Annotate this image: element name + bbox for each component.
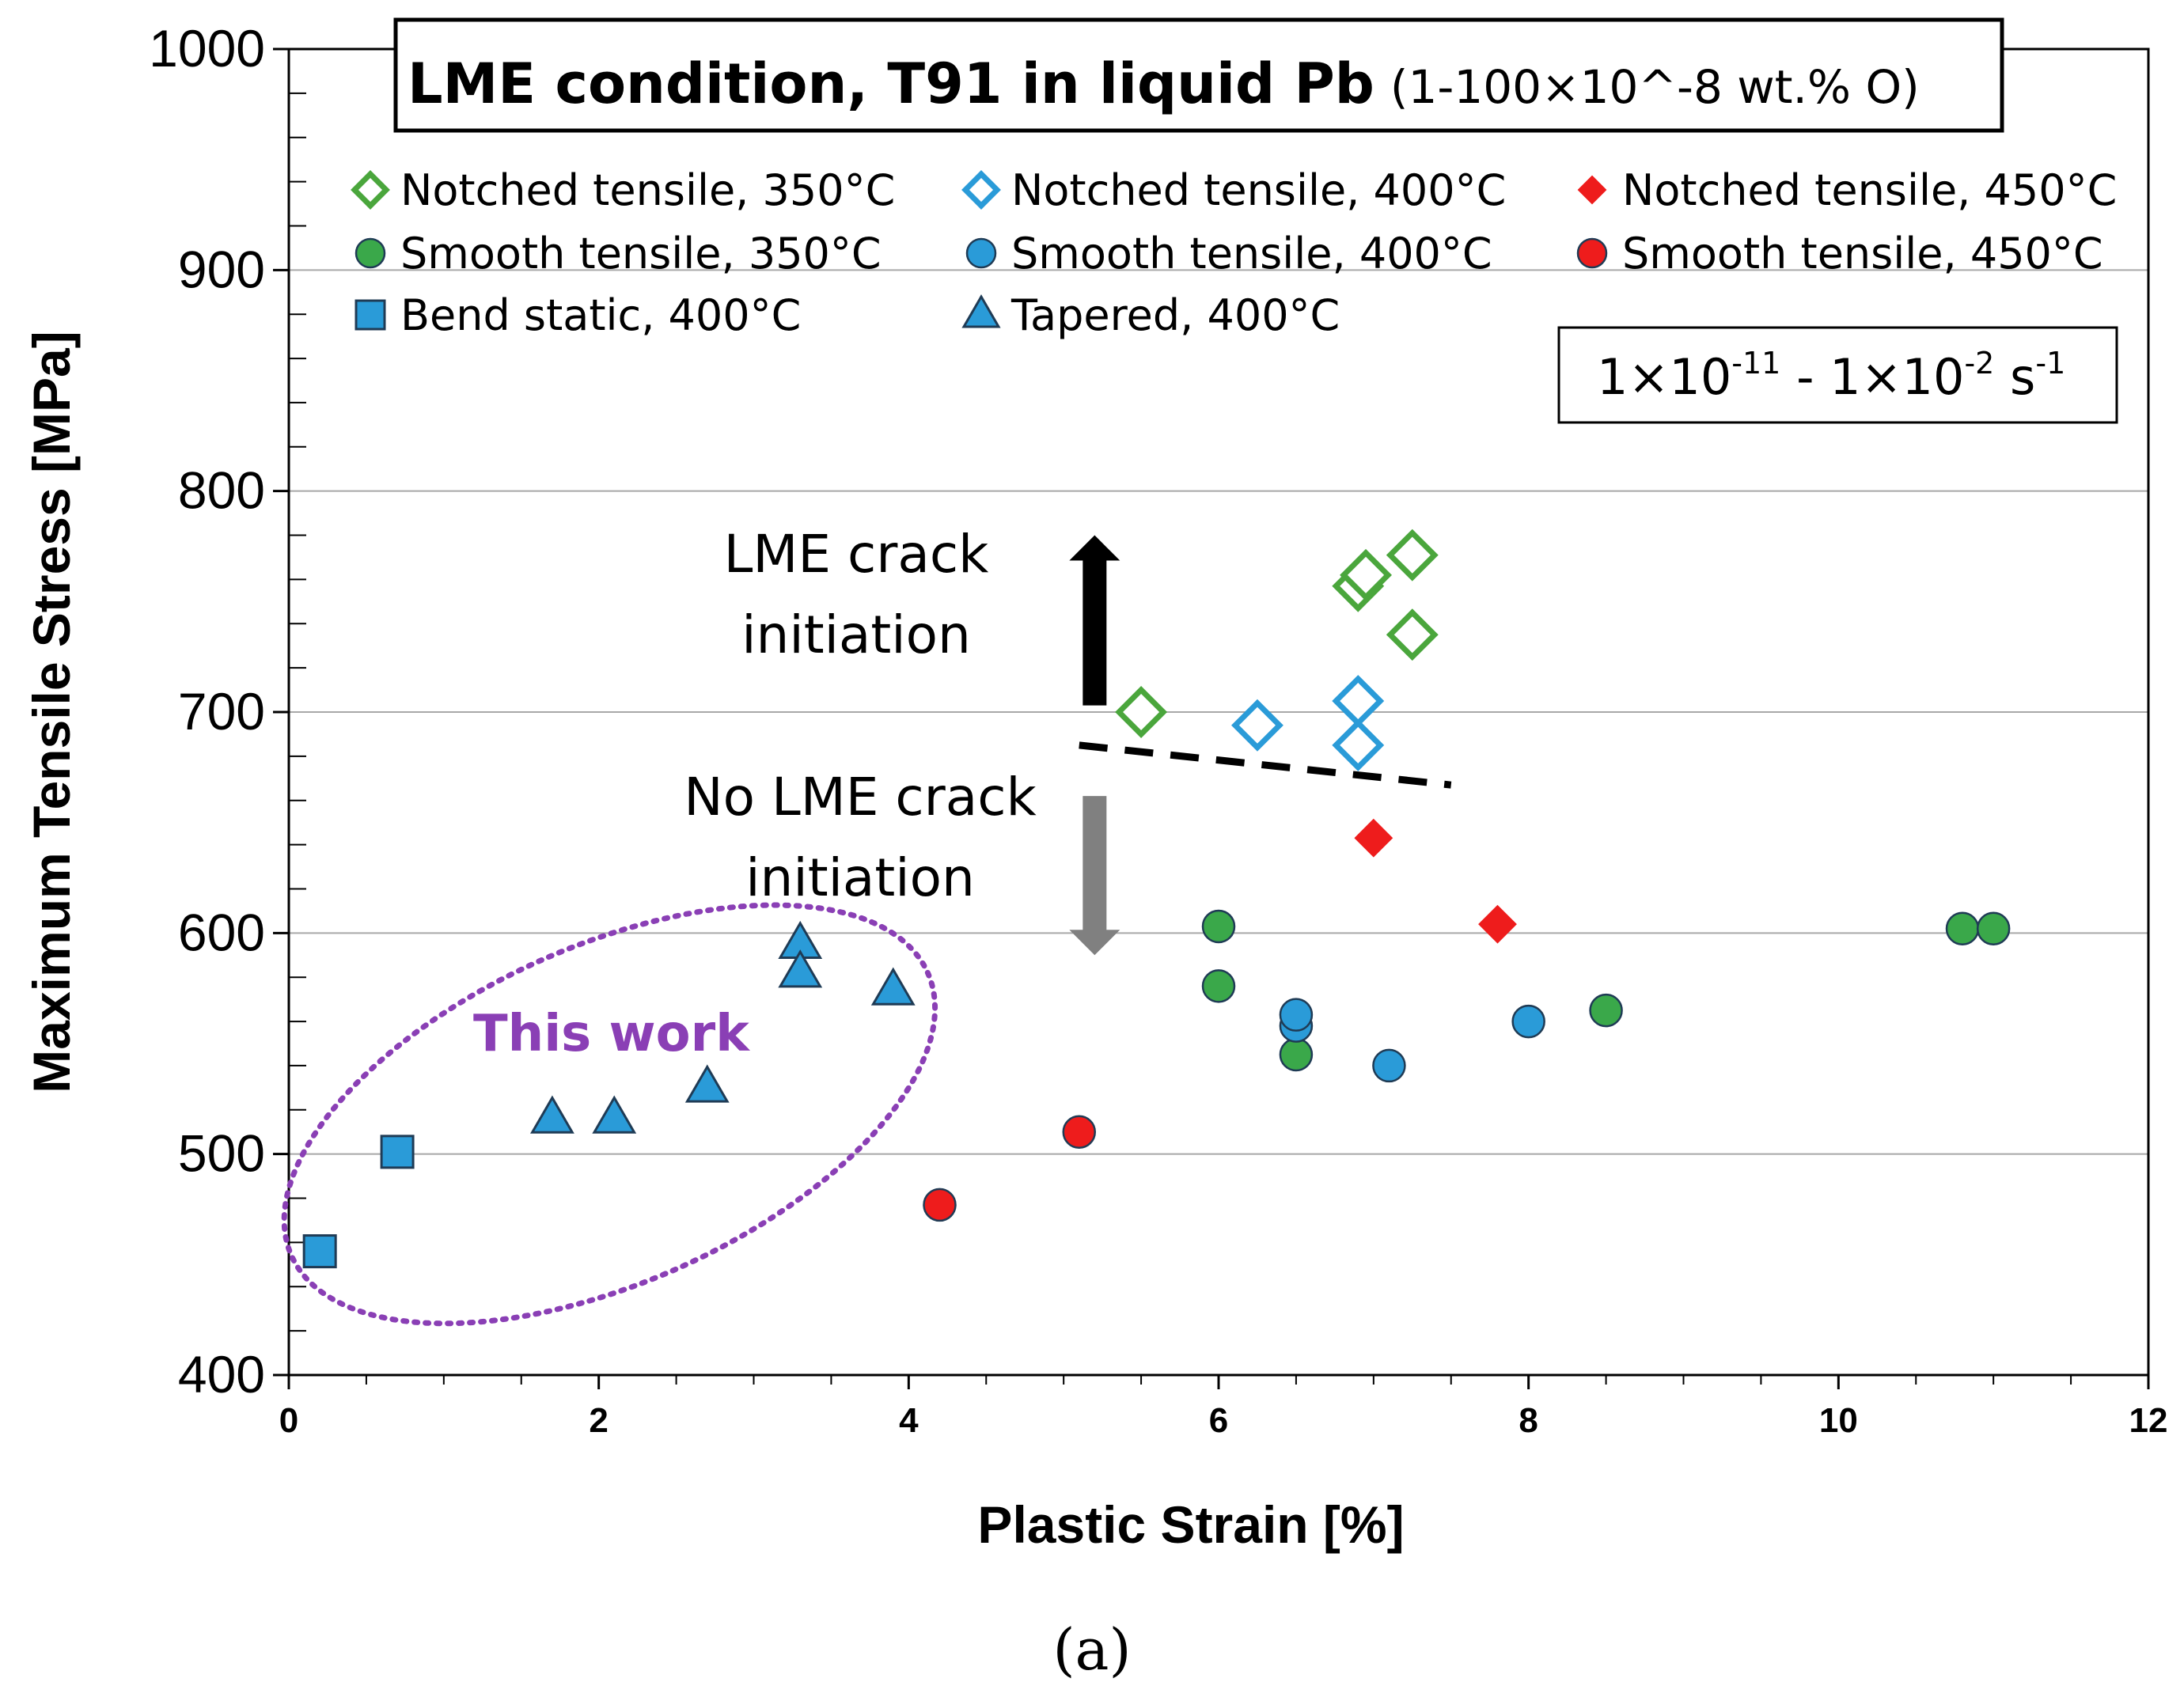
- x-tick-label: 6: [1209, 1401, 1228, 1440]
- x-axis-label: Plastic Strain [%]: [977, 1495, 1404, 1554]
- legend-label: Notched tensile, 350°C: [400, 165, 895, 215]
- lme-crack-label-line1: LME crack: [724, 524, 990, 585]
- chart-subtitle: (1-100×10^-8 wt.% O): [1390, 60, 1920, 114]
- this-work-ellipse: [281, 902, 938, 1327]
- legend-marker: [1576, 237, 1608, 269]
- x-tick-label: 4: [899, 1401, 919, 1440]
- data-point: [1386, 608, 1439, 661]
- y-tick-label: 800: [178, 461, 265, 520]
- y-tick-label: 400: [178, 1345, 265, 1404]
- x-tick-label: 8: [1519, 1401, 1538, 1440]
- y-tick-label: 600: [178, 903, 265, 961]
- data-point: [592, 1095, 637, 1134]
- y-tick-label: 700: [178, 682, 265, 741]
- arrow-down-shaft: [1083, 796, 1107, 932]
- data-point: [1231, 699, 1283, 752]
- strain-rate-box: [1557, 326, 2118, 424]
- minor-ticks: [289, 92, 2072, 1385]
- data-point: [1340, 548, 1392, 601]
- overlays: [281, 535, 1452, 1327]
- data-point: [1511, 1004, 1545, 1039]
- data-point: [1354, 818, 1393, 858]
- legend-label: Smooth tensile, 450°C: [1622, 229, 2103, 278]
- data-point: [1115, 686, 1168, 738]
- legend-label: Notched tensile, 450°C: [1622, 165, 2117, 215]
- lme-threshold-line: [1079, 741, 1452, 789]
- data-point: [1589, 993, 1623, 1028]
- data-point: [1945, 911, 1980, 945]
- legend-label: Bend static, 400°C: [400, 290, 801, 340]
- legend-label: Smooth tensile, 400°C: [1011, 229, 1492, 278]
- data-point: [380, 1135, 415, 1169]
- data-point: [1279, 1037, 1314, 1072]
- x-tick-labels: 0 2 4 6 8 10 12: [279, 1401, 2168, 1440]
- data-point: [1332, 718, 1385, 771]
- this-work-label: This work: [473, 1005, 750, 1063]
- data-point: [1332, 675, 1385, 727]
- data-point: [1372, 1048, 1406, 1083]
- data-point: [923, 1188, 957, 1222]
- x-tick-label: 2: [589, 1401, 608, 1440]
- title-box: [393, 17, 2004, 133]
- arrow-up-head: [1069, 535, 1120, 561]
- arrow-down-head: [1069, 930, 1120, 956]
- data-point: [302, 1234, 337, 1269]
- data-point: [870, 967, 916, 1006]
- data-point: [1386, 528, 1439, 582]
- data-point: [1201, 909, 1236, 944]
- legend-label: Notched tensile, 400°C: [1011, 165, 1506, 215]
- legend-marker: [961, 294, 1001, 328]
- data-point: [1062, 1115, 1096, 1149]
- legend: Notched tensile, 350°C Notched tensile, 4…: [351, 165, 2117, 340]
- data-points: [302, 528, 2011, 1269]
- legend-label: Tapered, 400°C: [1010, 290, 1340, 340]
- x-tick-label: 0: [279, 1401, 298, 1440]
- lme-crack-label-line2: initiation: [741, 604, 971, 665]
- y-tick-label: 500: [178, 1124, 265, 1183]
- legend-marker: [965, 237, 997, 269]
- y-axis-label: Maximum Tensile Stress [MPa]: [22, 331, 81, 1093]
- legend-marker: [961, 170, 1001, 210]
- x-tick-label: 12: [2129, 1401, 2168, 1440]
- data-point: [1279, 998, 1314, 1032]
- chart-title-main: LME condition, T91 in liquid Pb: [408, 51, 1374, 116]
- no-lme-crack-label-line1: No LME crack: [684, 767, 1037, 828]
- legend-marker: [1577, 175, 1607, 205]
- y-tick-label: 1000: [149, 19, 265, 78]
- data-point: [1201, 969, 1236, 1003]
- y-tick-labels: 400 500 600 700 800 900 1000: [149, 19, 265, 1404]
- legend-label: Smooth tensile, 350°C: [400, 229, 882, 278]
- data-point: [1976, 911, 2011, 945]
- x-tick-label: 10: [1819, 1401, 1858, 1440]
- arrow-up-shaft: [1083, 559, 1107, 706]
- legend-marker: [355, 237, 386, 269]
- legend-marker: [355, 299, 386, 331]
- legend-marker: [351, 170, 390, 210]
- data-point: [778, 949, 823, 988]
- no-lme-crack-label-line2: initiation: [745, 847, 975, 908]
- data-point: [1478, 904, 1517, 944]
- strain-rate-label: 1×10-11 - 1×10-2 s-1: [1597, 346, 2065, 406]
- panel-label: (a): [1052, 1616, 1131, 1683]
- data-point: [530, 1095, 574, 1134]
- chart-title: LME condition, T91 in liquid Pb (1-100×10…: [408, 51, 1920, 116]
- grid: [273, 47, 2150, 1389]
- y-tick-label: 900: [178, 240, 265, 298]
- data-point: [684, 1064, 730, 1103]
